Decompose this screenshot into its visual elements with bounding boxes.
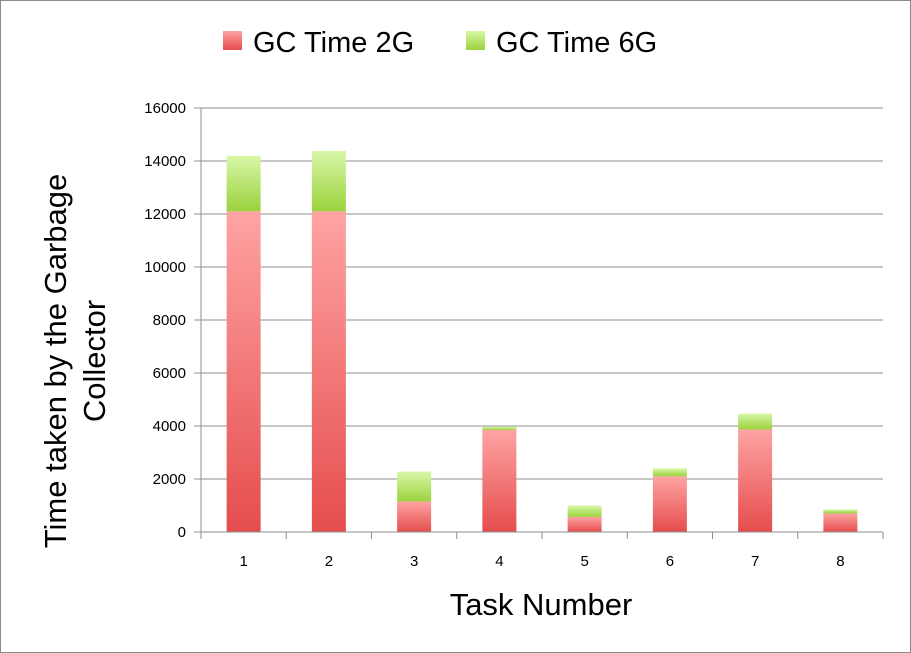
bar-task-3-series-2: [397, 471, 432, 502]
x-tick-label: 1: [239, 553, 247, 570]
legend-swatch-series-2: [466, 31, 485, 50]
y-tick-label: 2000: [153, 471, 186, 488]
bar-task-6-series-1: [652, 476, 687, 532]
bar-task-4-series-2: [482, 426, 517, 430]
bar-task-3-series-1: [397, 501, 432, 532]
bar-task-5-series-2: [567, 505, 602, 517]
x-tick-label: 5: [580, 553, 588, 570]
legend-swatch-series-1: [223, 31, 242, 50]
x-tick-label: 8: [836, 553, 844, 570]
bar-task-2-series-1: [311, 211, 346, 532]
gridlines: [201, 107, 883, 480]
y-tick-labels: 0 2000 4000 6000 8000 10000 12000 14000 16000: [144, 100, 186, 541]
axes: [194, 107, 884, 539]
bar-task-1-series-1: [226, 211, 261, 532]
bar-task-1-series-2: [226, 155, 261, 212]
legend-label-series-2: GC Time 6G: [496, 27, 657, 59]
bar-task-4-series-1: [482, 429, 517, 532]
y-tick-label: 8000: [153, 312, 186, 329]
x-tick-label: 4: [495, 553, 503, 570]
x-tick-label: 7: [751, 553, 759, 570]
x-tick-label: 3: [410, 553, 418, 570]
y-tick-label: 10000: [144, 259, 186, 276]
x-tick-labels: 1 2 3 4 5 6 7 8: [239, 553, 844, 570]
y-tick-label: 4000: [153, 418, 186, 435]
bar-task-2-series-2: [311, 150, 346, 212]
y-tick-label: 14000: [144, 153, 186, 170]
y-tick-label: 12000: [144, 206, 186, 223]
x-tick-label: 6: [666, 553, 674, 570]
bar-task-8-series-2: [823, 509, 858, 514]
y-tick-label: 0: [178, 524, 186, 541]
bar-task-5-series-1: [567, 516, 602, 532]
bar-task-6-series-2: [652, 468, 687, 477]
y-axis-title-line-1: Time taken by the Garbage: [38, 174, 73, 549]
bar-task-7-series-2: [738, 413, 773, 430]
bars: [226, 150, 858, 532]
legend-label-series-1: GC Time 2G: [253, 27, 414, 59]
y-tick-label: 6000: [153, 365, 186, 382]
y-tick-label: 16000: [144, 100, 186, 117]
x-axis-title: Task Number: [450, 587, 633, 622]
bar-task-7-series-1: [738, 429, 773, 532]
y-axis-title-line-2: Collector: [77, 300, 112, 422]
x-tick-label: 2: [325, 553, 333, 570]
legend: GC Time 2G GC Time 6G: [223, 27, 657, 59]
bar-task-8-series-1: [823, 513, 858, 532]
